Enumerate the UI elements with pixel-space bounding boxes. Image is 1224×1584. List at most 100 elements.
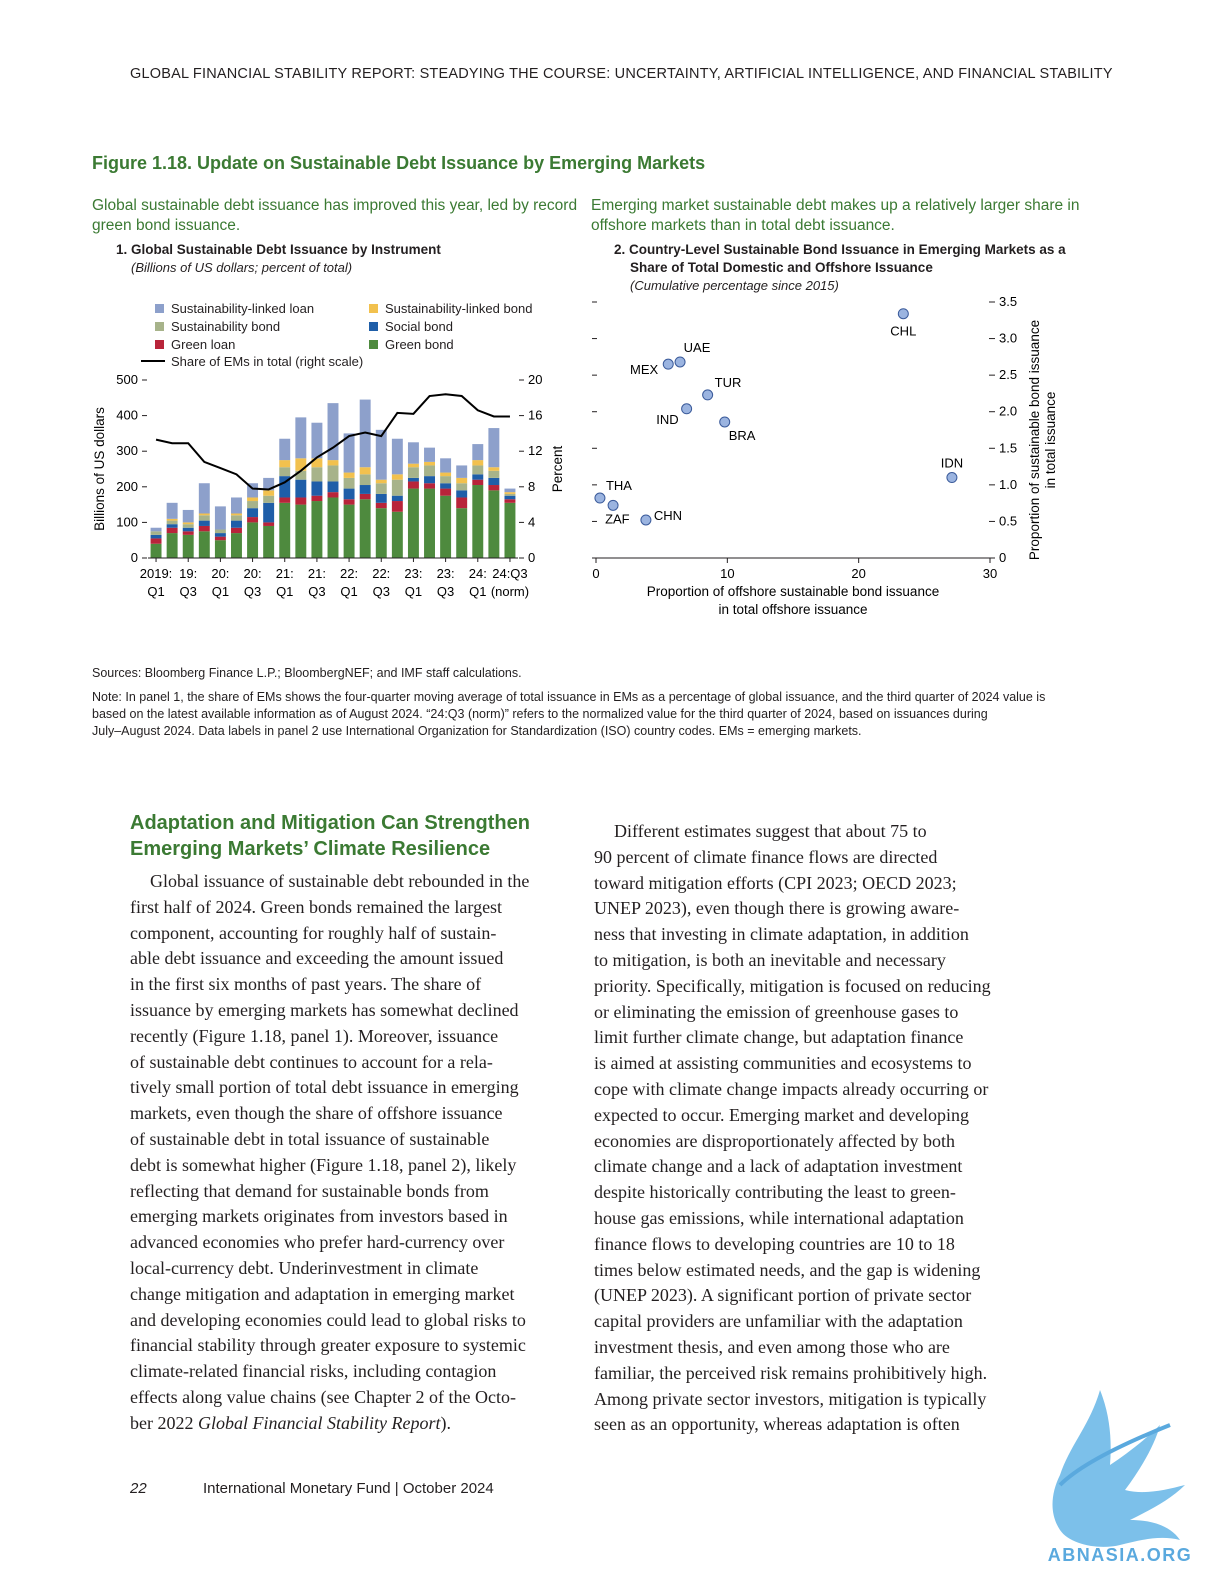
bar-green-bond: [327, 497, 339, 558]
scatter-point: [594, 492, 606, 504]
bar-social-bond: [247, 508, 259, 518]
bar-sus-bond: [198, 515, 210, 521]
bar-green-bond: [343, 504, 355, 558]
legend-line-swatch: [141, 360, 165, 362]
bar-sl-loan: [198, 483, 210, 514]
x-tick-label-bottom: Q1: [212, 584, 229, 599]
x-tick-label-top: 20:: [211, 566, 229, 581]
bar-sus-bond: [359, 474, 371, 486]
bar-sus-bond: [311, 467, 323, 482]
legend-sl-loan: Sustainability-linked loan: [155, 301, 314, 317]
panel1-lead-line: green bond issuance.: [92, 217, 241, 234]
bar-green-bond: [263, 525, 275, 558]
y2-tick-label: 12: [528, 443, 542, 458]
y-tick-label: 2.0: [999, 404, 1017, 419]
scatter-point: [681, 403, 693, 415]
body-line: Global issuance of sustainable debt rebo…: [150, 871, 530, 891]
body-line: debt is somewhat higher (Figure 1.18, pa…: [130, 1154, 517, 1175]
bar-social-bond: [327, 481, 339, 493]
bar-sl-loan: [456, 465, 468, 478]
bar-sus-bond: [263, 495, 275, 503]
bar-sl-bond: [311, 458, 323, 468]
body-line: in the first six months of past years. T…: [130, 974, 482, 995]
page-number: 22: [130, 1480, 147, 1497]
bar-green-bond: [391, 511, 403, 558]
panel2-lead-line: offshore markets than in total debt issu…: [591, 217, 895, 234]
bar-green-bond: [247, 522, 259, 558]
body-line: 90 percent of climate finance flows are …: [594, 846, 938, 867]
point-label: THA: [606, 478, 632, 493]
bar-sl-loan: [295, 417, 307, 459]
bar-green-bond: [407, 488, 419, 558]
bar-sus-bond: [504, 493, 516, 496]
legend-sus-bond: Sustainability bond: [155, 319, 280, 335]
y-tick-label: 3.5: [999, 294, 1017, 309]
body-line: UNEP 2023), even though there is growing…: [594, 898, 960, 919]
body-line: expected to occur. Emerging market and d…: [594, 1104, 970, 1125]
body-line: house gas emissions, while international…: [594, 1207, 964, 1228]
bar-sl-bond: [343, 472, 355, 478]
body-line: Among private sector investors, mitigati…: [594, 1388, 987, 1409]
x-tick-label: 10: [720, 566, 734, 581]
x-tick-label-bottom: Q1: [469, 584, 486, 599]
legend-green-bond: Green bond: [369, 337, 454, 353]
bar-social-bond: [214, 533, 226, 537]
bar-sl-bond: [407, 463, 419, 468]
bar-sl-loan: [311, 422, 323, 459]
panel1-lead: Global sustainable debt issuance has imp…: [92, 196, 577, 236]
y-tick-label: 0: [999, 550, 1006, 565]
bar-sl-loan: [231, 497, 242, 514]
legend-swatch: [155, 340, 164, 349]
bar-sl-bond: [198, 513, 210, 516]
bar-sl-loan: [150, 527, 162, 532]
legend-swatch: [155, 322, 164, 331]
x-tick-label-top: 22:: [372, 566, 390, 581]
bar-sl-loan: [375, 429, 387, 480]
point-label: MEX: [630, 362, 659, 377]
bar-sus-bond: [472, 465, 484, 475]
bar-green-loan: [472, 479, 484, 486]
y-axis-label: in total issuance: [1043, 392, 1058, 489]
bar-sus-bond: [407, 467, 419, 478]
bar-sl-bond: [375, 479, 387, 484]
body-line: issuance by emerging markets has somewha…: [130, 999, 519, 1020]
body-line: of sustainable debt in total issuance of…: [130, 1128, 490, 1149]
bar-sus-bond: [182, 524, 194, 528]
body-line: (UNEP 2023). A significant portion of pr…: [594, 1285, 972, 1306]
body-line: cope with climate change impacts already…: [594, 1078, 989, 1099]
scatter-point: [702, 389, 714, 401]
legend-share-line: Share of EMs in total (right scale): [141, 354, 363, 370]
bar-green-loan: [359, 493, 371, 500]
y-tick-label: 0: [131, 550, 138, 565]
body-text-run: ).: [440, 1412, 451, 1433]
bar-social-bond: [182, 527, 194, 532]
bar-sl-loan: [472, 444, 484, 461]
x-axis-label: Proportion of offshore sustainable bond …: [647, 584, 939, 599]
note-line: based on the latest available informatio…: [92, 707, 988, 721]
y2-tick-label: 16: [528, 408, 542, 423]
x-tick-label: 0: [592, 566, 599, 581]
section-heading: Adaptation and Mitigation Can Strengthen…: [130, 810, 560, 862]
x-tick-label-bottom: Q3: [308, 584, 325, 599]
bar-green-loan: [343, 499, 355, 505]
y2-axis-label: Percent: [550, 445, 565, 492]
bar-green-loan: [214, 536, 226, 541]
bar-green-loan: [263, 522, 275, 526]
bar-sus-bond: [424, 465, 435, 477]
y2-tick-label: 20: [528, 372, 542, 387]
body-line: change mitigation and adaptation in emer…: [130, 1283, 515, 1304]
body-line: of sustainable debt continues to account…: [130, 1051, 493, 1072]
body-line: component, accounting for roughly half o…: [130, 922, 497, 943]
x-tick-label-bottom: Q3: [180, 584, 197, 599]
x-tick-label-bottom: (norm): [491, 584, 529, 599]
bar-sl-bond: [504, 492, 516, 494]
bar-social-bond: [456, 490, 468, 498]
x-tick-label: 20: [851, 566, 865, 581]
body-line: climate change and a lack of adaptation …: [594, 1156, 963, 1177]
panel1-subtitle: (Billions of US dollars; percent of tota…: [131, 260, 353, 275]
bar-social-bond: [472, 474, 484, 480]
bar-sl-loan: [343, 433, 355, 473]
body-line: capital providers are unfamiliar with th…: [594, 1311, 963, 1332]
bar-sus-bond: [488, 470, 500, 478]
bar-sus-bond: [456, 483, 468, 491]
